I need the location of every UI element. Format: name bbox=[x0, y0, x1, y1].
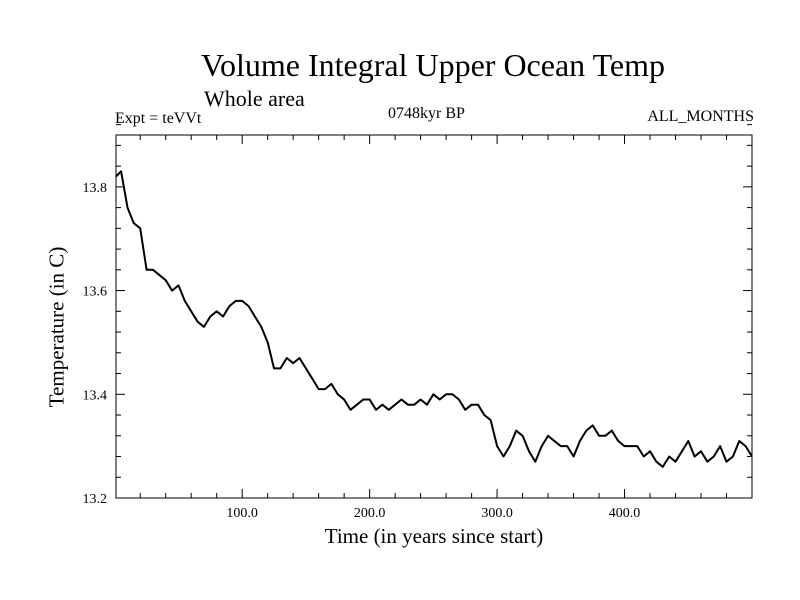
x-axis-label: Time (in years since start) bbox=[324, 524, 544, 548]
series-group bbox=[115, 170, 753, 468]
x-tick-label: 100.0 bbox=[226, 506, 258, 521]
y-axis-label: Temperature (in C) bbox=[44, 246, 69, 408]
y-tick-label: 13.8 bbox=[83, 181, 108, 196]
experiment-label: Expt = teVVt bbox=[115, 110, 202, 127]
temperature-series-line bbox=[115, 170, 753, 468]
plot-frame bbox=[115, 134, 753, 499]
chart-title: Volume Integral Upper Ocean Temp bbox=[201, 47, 665, 83]
y-tick-label: 13.6 bbox=[83, 285, 108, 300]
months-label: ALL_MONTHS bbox=[647, 108, 754, 125]
x-tick-label: 200.0 bbox=[354, 506, 386, 521]
period-label: 0748kyr BP bbox=[388, 105, 465, 122]
x-tick-label: 400.0 bbox=[609, 506, 641, 521]
x-tick-label: 300.0 bbox=[481, 506, 513, 521]
tick-labels: 100.0 200.0 300.0 400.0 13.2 13.4 13.6 13.8 bbox=[83, 181, 641, 521]
chart-subtitle: Whole area bbox=[204, 86, 305, 111]
y-tick-label: 13.4 bbox=[83, 388, 108, 403]
axis-ticks bbox=[116, 124, 752, 499]
y-tick-label: 13.2 bbox=[83, 492, 108, 507]
